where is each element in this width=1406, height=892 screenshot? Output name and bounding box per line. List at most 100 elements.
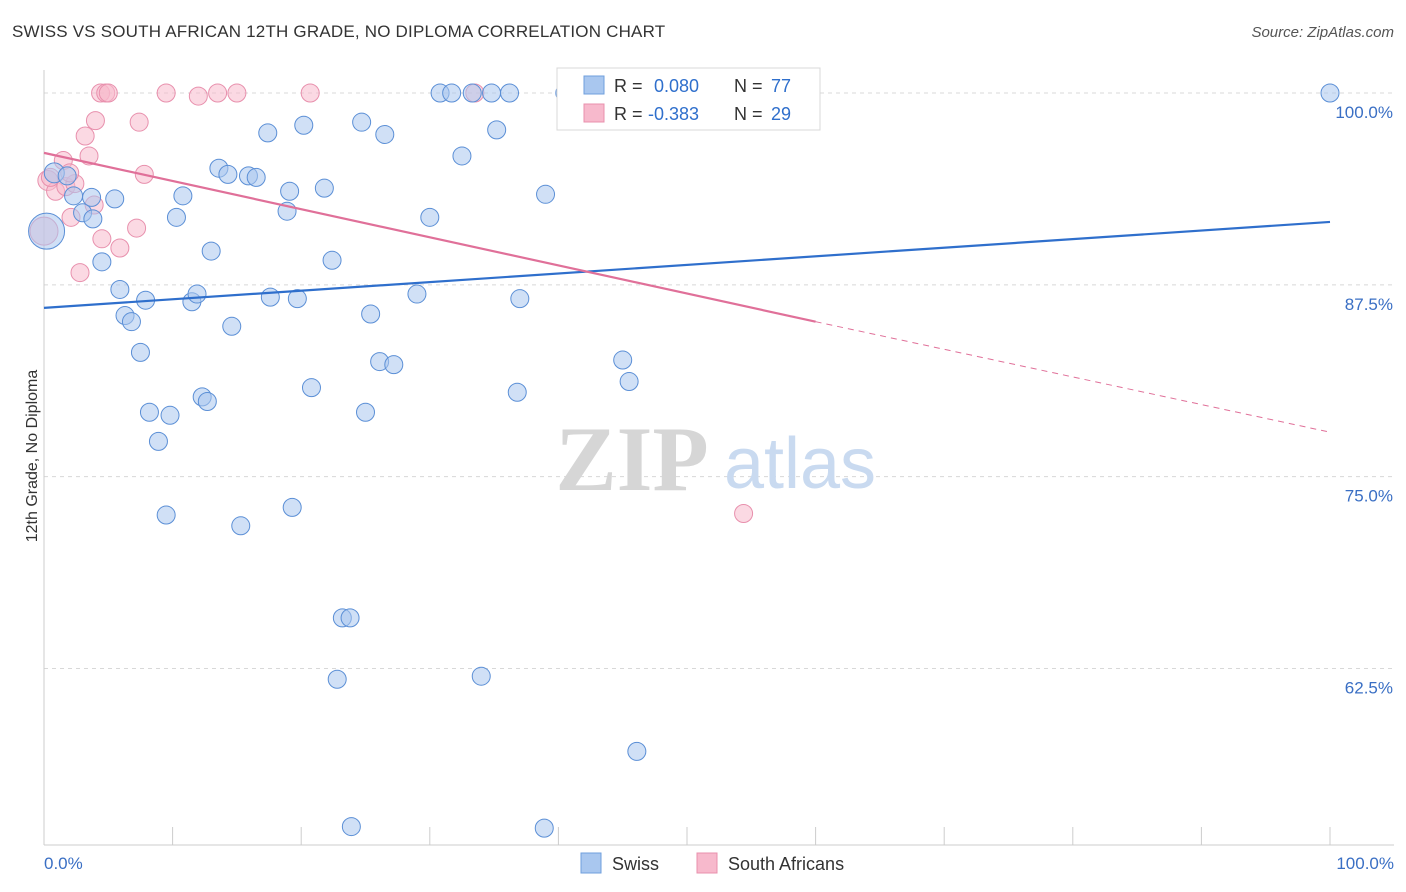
y-tick-label: 87.5% (1345, 295, 1393, 314)
chart-title: SWISS VS SOUTH AFRICAN 12TH GRADE, NO DI… (12, 22, 666, 41)
point-swiss (356, 402, 375, 422)
trend-line-south-africans-extension (815, 321, 1331, 433)
watermark-atlas: atlas (724, 424, 876, 504)
point-swiss (375, 124, 395, 144)
point-swiss (121, 312, 141, 332)
point-swiss (507, 382, 527, 402)
point-swiss (462, 83, 482, 103)
point-swiss (294, 115, 314, 135)
trend-line-south-africans (43, 151, 816, 323)
y-tick-label: 100.0% (1335, 103, 1393, 122)
point-swiss (246, 167, 266, 187)
point-swiss (534, 818, 554, 838)
legend-swatch-swiss (583, 75, 605, 95)
point-south-africans (734, 504, 754, 524)
point-swiss (92, 252, 112, 272)
point-swiss (420, 207, 440, 227)
watermark-zip: ZIP (555, 408, 708, 510)
series-swiss-points (28, 83, 1340, 838)
point-south-africans (127, 218, 147, 238)
legend-sa-n-label: N = (734, 104, 763, 124)
point-swiss (160, 405, 180, 425)
legend-sa-r-value: -0.383 (648, 104, 699, 124)
point-swiss (341, 817, 361, 837)
stats-legend: R = 0.080 N = 77 R = -0.383 N = 29 (556, 67, 821, 131)
point-swiss (510, 289, 530, 309)
y-axis-label: 12th Grade, No Diploma (24, 370, 41, 543)
point-swiss (201, 241, 221, 261)
y-tick-label: 62.5% (1345, 679, 1393, 698)
point-south-africans (70, 263, 90, 283)
point-south-africans (85, 111, 105, 131)
legend-sa-r-label: R = (614, 104, 643, 124)
point-swiss (83, 209, 103, 229)
point-south-africans (227, 83, 247, 103)
bottom-legend-south-africans: South Africans (728, 854, 844, 874)
point-swiss (28, 212, 66, 250)
point-swiss (301, 378, 321, 398)
legend-swiss-n-value: 77 (771, 76, 791, 96)
legend-swiss-r-value: 0.080 (654, 76, 699, 96)
point-swiss (148, 431, 168, 451)
point-swiss (187, 284, 207, 304)
x-tick-label-right: 100.0% (1336, 854, 1394, 873)
y-tick-labels: 100.0% 87.5% 75.0% 62.5% (1335, 103, 1393, 697)
watermark: ZIP atlas (555, 408, 876, 510)
point-swiss (258, 123, 278, 143)
point-swiss (156, 505, 176, 525)
point-south-africans (92, 229, 112, 249)
point-south-africans (98, 83, 118, 103)
legend-swiss-r-label: R = (614, 76, 643, 96)
point-swiss (64, 186, 84, 206)
point-swiss (1320, 83, 1340, 103)
point-south-africans (188, 86, 208, 106)
point-swiss (282, 497, 302, 517)
point-swiss (442, 83, 462, 103)
point-swiss (280, 181, 300, 201)
point-swiss (613, 350, 633, 370)
point-swiss (222, 316, 242, 336)
bottom-legend-swatch-south-africans (696, 852, 718, 874)
legend-swatch-south-africans (583, 103, 605, 123)
series-legend: Swiss South Africans (580, 852, 844, 874)
point-swiss (139, 402, 159, 422)
source-label: Source: ZipAtlas.com (1251, 24, 1394, 41)
point-swiss (260, 287, 280, 307)
point-swiss (110, 279, 130, 299)
point-south-africans (156, 83, 176, 103)
axes (43, 70, 1394, 846)
point-swiss (471, 666, 491, 686)
point-swiss (57, 166, 77, 186)
point-swiss (361, 304, 381, 324)
point-swiss (452, 146, 472, 166)
point-swiss (482, 83, 502, 103)
y-tick-label: 75.0% (1345, 487, 1393, 506)
point-swiss (173, 186, 193, 206)
point-swiss (407, 284, 427, 304)
point-swiss (231, 516, 251, 536)
point-swiss (166, 207, 186, 227)
point-swiss (82, 187, 102, 207)
legend-swiss-n-label: N = (734, 76, 763, 96)
point-swiss (487, 120, 507, 140)
point-south-africans (110, 238, 130, 258)
point-swiss (627, 741, 647, 761)
bottom-legend-swatch-swiss (580, 852, 602, 874)
point-swiss (619, 372, 639, 392)
point-swiss (105, 189, 125, 209)
point-swiss (197, 391, 217, 411)
point-swiss (314, 178, 334, 198)
point-swiss (340, 608, 360, 628)
point-swiss (130, 342, 150, 362)
point-swiss (218, 164, 238, 184)
point-swiss (327, 669, 347, 689)
point-swiss (536, 184, 556, 204)
trend-line-swiss (43, 220, 1331, 309)
point-south-africans (208, 83, 228, 103)
point-swiss (352, 112, 372, 132)
point-south-africans (300, 83, 320, 103)
trend-lines (43, 151, 1331, 433)
point-swiss (384, 355, 404, 375)
point-south-africans (75, 126, 95, 146)
